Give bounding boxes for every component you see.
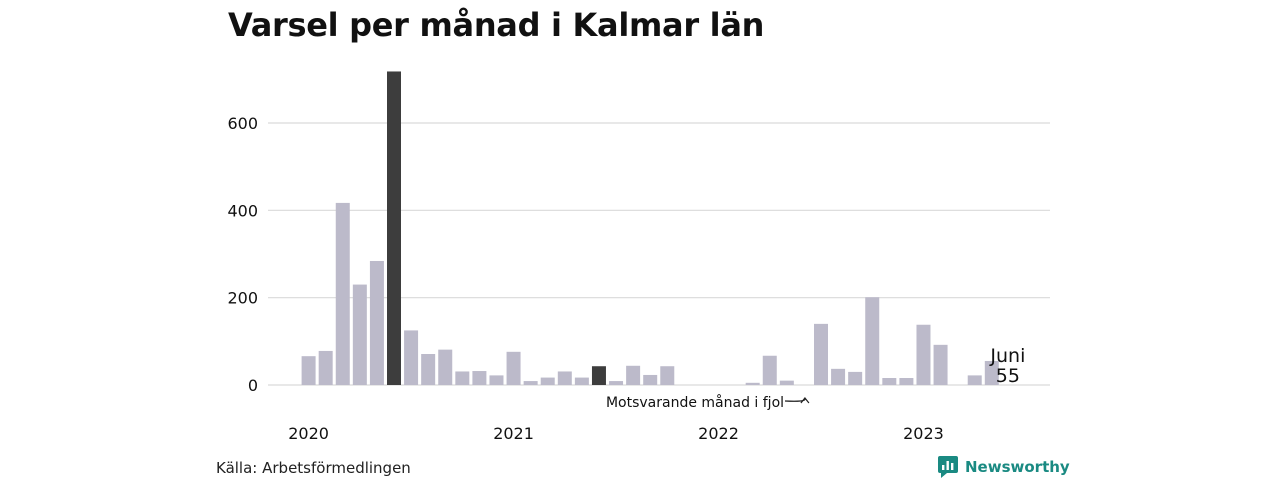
highlight-month-label: Juni (989, 345, 1025, 367)
bar (779, 380, 794, 385)
bar (557, 371, 572, 385)
bar (506, 351, 521, 385)
bars (301, 71, 999, 386)
x-tick-label: 2022 (698, 424, 739, 443)
bar (591, 366, 606, 385)
bar (984, 360, 999, 385)
x-axis-ticks: 2020 2021 2022 2023 (288, 424, 944, 443)
bar (916, 324, 931, 385)
x-tick-label: 2023 (903, 424, 944, 443)
bar (438, 349, 453, 385)
bar (540, 377, 555, 385)
bar (421, 353, 436, 385)
bar (318, 350, 333, 385)
bar (814, 323, 828, 385)
bar (489, 375, 504, 385)
x-tick-label: 2021 (493, 424, 534, 443)
y-tick-label: 0 (248, 376, 258, 395)
y-tick-label: 400 (227, 201, 258, 220)
bar (404, 330, 419, 385)
bar (472, 371, 487, 385)
y-tick-label: 600 (227, 114, 258, 133)
annotation-arrow (784, 398, 806, 402)
brand-logo[interactable]: Newsworthy (938, 456, 1070, 478)
bar (848, 371, 863, 385)
bar (301, 356, 316, 385)
bar (574, 377, 589, 385)
bar (609, 381, 624, 385)
bar (335, 202, 350, 385)
bar (745, 382, 760, 385)
newsworthy-logo-icon (938, 456, 958, 478)
bar (387, 71, 401, 386)
bar (352, 284, 367, 385)
bar (882, 378, 897, 385)
bar (865, 297, 880, 385)
source-text: Källa: Arbetsförmedlingen (216, 459, 411, 477)
bar (626, 365, 641, 385)
x-tick-label: 2020 (288, 424, 329, 443)
bar (455, 371, 470, 385)
annotation-text: Motsvarande månad i fjol (606, 394, 784, 411)
highlight-labels: Juni 55 (989, 345, 1025, 387)
brand-name: Newsworthy (965, 458, 1070, 476)
y-tick-label: 200 (227, 289, 258, 308)
chart-title: Varsel per månad i Kalmar län (228, 6, 765, 44)
bar (967, 375, 982, 385)
highlight-value-label: 55 (996, 365, 1020, 387)
bar (523, 381, 538, 385)
y-axis-ticks: 0 200 400 600 (227, 114, 258, 395)
grid-lines (268, 122, 1050, 386)
annotation: Motsvarande månad i fjol (606, 394, 810, 411)
bar (643, 374, 658, 385)
annotation-arrowhead (800, 397, 810, 404)
bar-chart: 0 200 400 600 2020 2021 2022 2023 Juni 55 Mots… (227, 71, 1050, 443)
bar (762, 355, 777, 385)
bar (831, 368, 846, 385)
bar (899, 378, 914, 385)
bar (369, 260, 384, 385)
bar (933, 344, 948, 385)
bar (660, 366, 675, 385)
